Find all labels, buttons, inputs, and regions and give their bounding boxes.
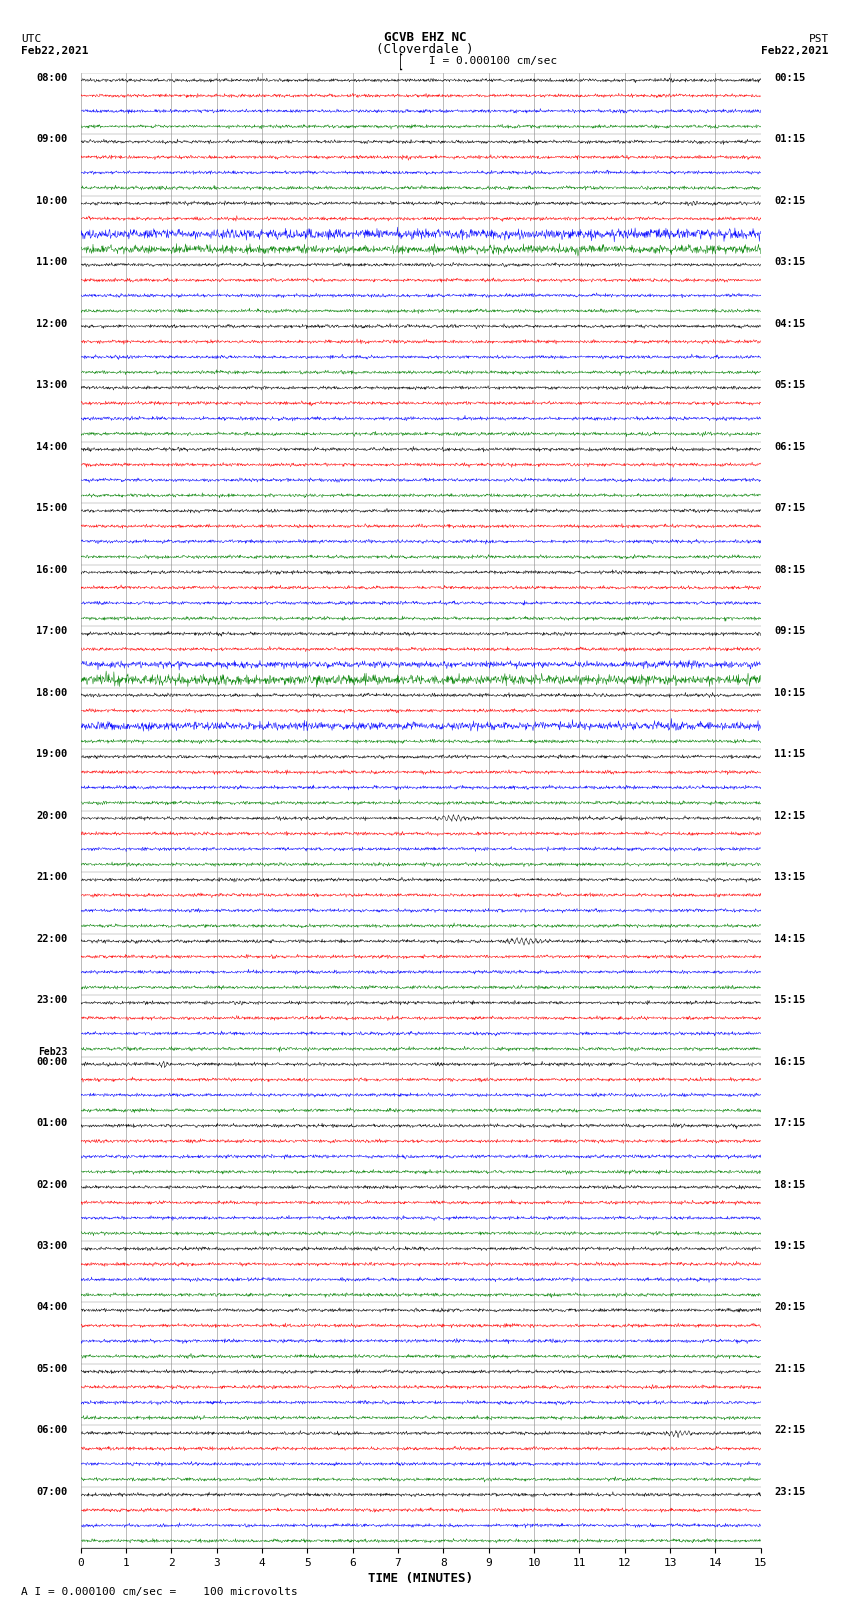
Text: 16:15: 16:15 [774,1057,806,1066]
Text: 02:15: 02:15 [774,195,806,205]
Text: 18:00: 18:00 [36,687,67,697]
Text: 11:15: 11:15 [774,748,806,760]
Text: 23:00: 23:00 [36,995,67,1005]
Text: 03:00: 03:00 [36,1240,67,1252]
Text: 09:15: 09:15 [774,626,806,636]
Text: 01:15: 01:15 [774,134,806,144]
X-axis label: TIME (MINUTES): TIME (MINUTES) [368,1573,473,1586]
Text: PST: PST [808,34,829,44]
Text: 12:15: 12:15 [774,811,806,821]
Text: A I = 0.000100 cm/sec =    100 microvolts: A I = 0.000100 cm/sec = 100 microvolts [21,1587,298,1597]
Text: 13:15: 13:15 [774,873,806,882]
Text: 08:15: 08:15 [774,565,806,574]
Text: GCVB EHZ NC: GCVB EHZ NC [383,31,467,44]
Text: 04:00: 04:00 [36,1303,67,1313]
Text: 02:00: 02:00 [36,1179,67,1189]
Text: 14:00: 14:00 [36,442,67,452]
Text: 00:15: 00:15 [774,73,806,82]
Text: Feb23: Feb23 [37,1047,67,1057]
Text: 10:15: 10:15 [774,687,806,697]
Text: 14:15: 14:15 [774,934,806,944]
Text: 03:15: 03:15 [774,256,806,268]
Text: 16:00: 16:00 [36,565,67,574]
Text: 19:00: 19:00 [36,748,67,760]
Text: 15:15: 15:15 [774,995,806,1005]
Text: 05:00: 05:00 [36,1365,67,1374]
Text: 09:00: 09:00 [36,134,67,144]
Text: 05:15: 05:15 [774,381,806,390]
Text: 08:00: 08:00 [36,73,67,82]
Text: 17:15: 17:15 [774,1118,806,1127]
Text: 01:00: 01:00 [36,1118,67,1127]
Text: 23:15: 23:15 [774,1487,806,1497]
Text: 12:00: 12:00 [36,319,67,329]
Text: 06:00: 06:00 [36,1426,67,1436]
Text: 11:00: 11:00 [36,256,67,268]
Text: 22:00: 22:00 [36,934,67,944]
Text: 18:15: 18:15 [774,1179,806,1189]
Text: 22:15: 22:15 [774,1426,806,1436]
Text: 06:15: 06:15 [774,442,806,452]
Text: 21:00: 21:00 [36,873,67,882]
Text: 15:00: 15:00 [36,503,67,513]
Text: 13:00: 13:00 [36,381,67,390]
Text: 04:15: 04:15 [774,319,806,329]
Text: (Cloverdale ): (Cloverdale ) [377,44,473,56]
Text: Feb22,2021: Feb22,2021 [762,47,829,56]
Text: 21:15: 21:15 [774,1365,806,1374]
Text: 07:00: 07:00 [36,1487,67,1497]
Text: 17:00: 17:00 [36,626,67,636]
Text: 07:15: 07:15 [774,503,806,513]
Text: 19:15: 19:15 [774,1240,806,1252]
Text: I = 0.000100 cm/sec: I = 0.000100 cm/sec [429,56,558,66]
Text: 00:00: 00:00 [36,1057,67,1066]
Text: UTC: UTC [21,34,42,44]
Text: Feb22,2021: Feb22,2021 [21,47,88,56]
Text: 20:00: 20:00 [36,811,67,821]
Text: 10:00: 10:00 [36,195,67,205]
Text: 20:15: 20:15 [774,1303,806,1313]
